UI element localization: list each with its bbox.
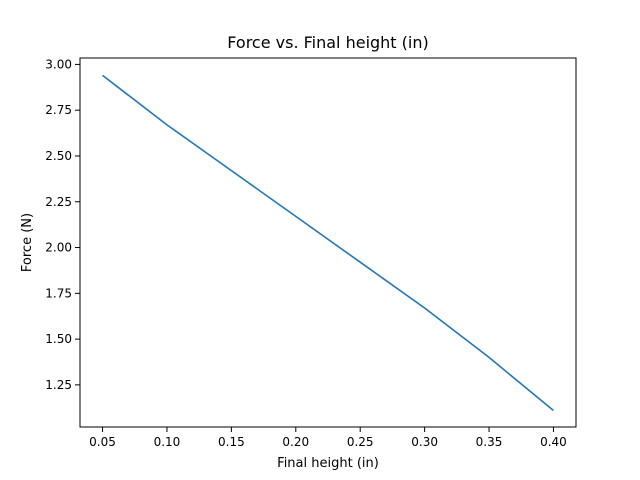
y-tick-label: 1.75	[45, 286, 72, 300]
y-tick-label: 2.50	[45, 149, 72, 163]
x-tick-label: 0.30	[411, 435, 438, 449]
y-tick-label: 2.00	[45, 241, 72, 255]
plot-area	[79, 57, 577, 428]
y-tick-label: 2.25	[45, 195, 72, 209]
y-tick-label: 1.50	[45, 332, 72, 346]
y-axis-label: Force (N)	[20, 213, 35, 272]
x-axis-label: Final height (in)	[277, 456, 379, 471]
y-tick-label: 2.75	[45, 103, 72, 117]
x-tick-label: 0.05	[89, 435, 116, 449]
x-tick-label: 0.10	[154, 435, 181, 449]
series-line	[102, 74, 554, 412]
x-tick-label: 0.20	[282, 435, 309, 449]
x-tick-label: 0.35	[476, 435, 503, 449]
y-tick-label: 3.00	[45, 57, 72, 71]
chart-title: Force vs. Final height (in)	[227, 33, 428, 52]
x-tick-label: 0.40	[540, 435, 567, 449]
y-tick-label: 1.25	[45, 378, 72, 392]
x-axis: 0.05 0.10 0.15 0.20 0.25 0.30 0.35 0.40	[89, 427, 567, 449]
axes-frame	[79, 57, 577, 428]
x-tick-label: 0.25	[347, 435, 374, 449]
y-axis: 1.25 1.50 1.75 2.00 2.25 2.50 2.75 3.00	[45, 57, 80, 392]
x-tick-label: 0.15	[218, 435, 245, 449]
series-layer	[102, 74, 554, 412]
